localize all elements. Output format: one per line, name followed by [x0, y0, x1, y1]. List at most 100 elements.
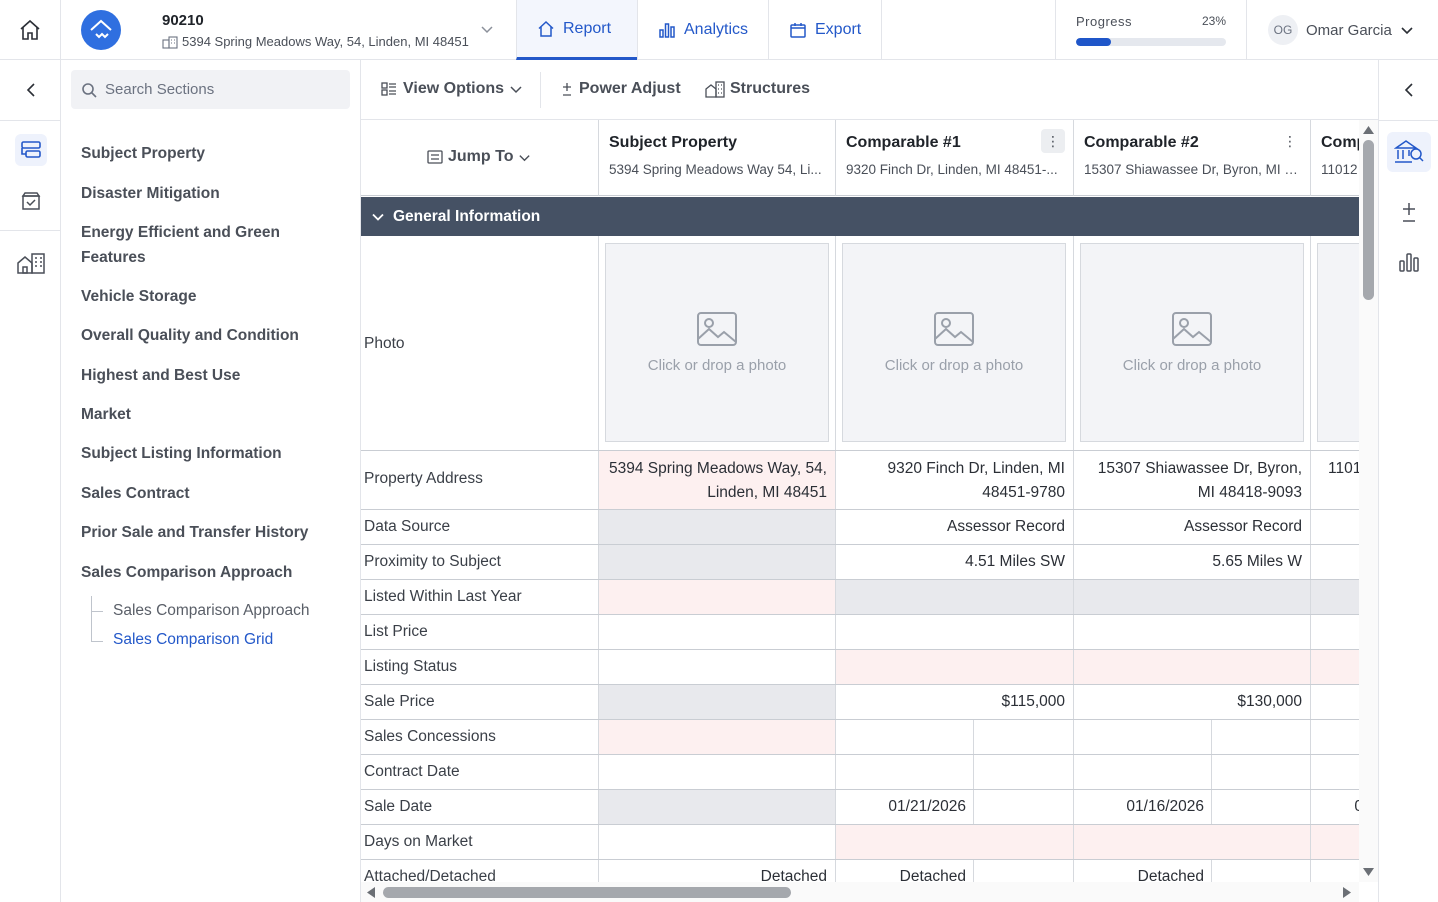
rail-sections-button[interactable] — [15, 134, 47, 166]
rail-analytics-button[interactable] — [1393, 246, 1425, 278]
search-box[interactable] — [71, 70, 350, 109]
tab-report[interactable]: Report — [516, 0, 637, 60]
photo-dropzone[interactable]: Click or drop a photo — [1080, 243, 1304, 442]
collapse-right-button[interactable] — [1393, 74, 1425, 106]
data-cell[interactable]: Detached — [836, 860, 1074, 882]
rail-public-records-button[interactable] — [1387, 132, 1431, 172]
structures-button[interactable]: Structures — [705, 80, 810, 98]
scroll-thumb[interactable] — [1363, 140, 1374, 300]
rail-adjust-button[interactable] — [1393, 196, 1425, 228]
horizontal-scrollbar[interactable] — [361, 882, 1359, 902]
sidebar-item-subject-property[interactable]: Subject Property — [81, 145, 206, 162]
photo-dropzone[interactable] — [1317, 243, 1359, 442]
data-cell[interactable]: 5394 Spring Meadows Way, 54, Linden, MI … — [599, 451, 836, 509]
user-menu[interactable]: OG Omar Garcia — [1268, 15, 1414, 45]
data-cell[interactable]: 0 — [1311, 790, 1359, 824]
data-cell[interactable]: Assessor Record — [836, 510, 1074, 544]
tab-analytics[interactable]: Analytics — [637, 0, 768, 60]
jump-to-button[interactable]: Jump To — [427, 148, 531, 166]
collapse-left-button[interactable] — [15, 74, 47, 106]
data-cell[interactable] — [599, 720, 836, 754]
power-adjust-button[interactable]: Power Adjust — [560, 80, 681, 98]
scroll-up-icon[interactable] — [1363, 126, 1374, 134]
sidebar-item-highest-best-use[interactable]: Highest and Best Use — [81, 367, 241, 384]
data-cell[interactable] — [836, 580, 1074, 614]
bar-chart-icon — [1398, 251, 1420, 273]
home-button[interactable] — [0, 0, 61, 60]
right-rail — [1378, 60, 1438, 902]
data-cell[interactable] — [599, 580, 836, 614]
data-cell[interactable] — [599, 790, 836, 824]
data-cell[interactable]: $130,000 — [1074, 685, 1311, 719]
file-switch-chevron-icon[interactable] — [480, 22, 494, 36]
scroll-thumb[interactable] — [383, 887, 791, 898]
data-cell[interactable]: 5.65 Miles W — [1074, 545, 1311, 579]
adjustment-split — [1074, 860, 1212, 882]
sidebar-item-quality-condition[interactable]: Overall Quality and Condition — [81, 327, 299, 344]
rail-checklist-button[interactable] — [15, 185, 47, 217]
data-cell[interactable] — [1311, 860, 1359, 882]
sidebar-item-disaster-mitigation[interactable]: Disaster Mitigation — [81, 185, 220, 202]
data-cell[interactable]: 9320 Finch Dr, Linden, MI 48451-9780 — [836, 451, 1074, 509]
data-cell[interactable] — [1074, 615, 1311, 649]
data-cell[interactable] — [1311, 755, 1359, 789]
sidebar-item-prior-sale[interactable]: Prior Sale and Transfer History — [81, 524, 309, 541]
photo-dropzone[interactable]: Click or drop a photo — [605, 243, 829, 442]
data-cell[interactable] — [1311, 615, 1359, 649]
data-cell[interactable] — [1311, 685, 1359, 719]
data-cell[interactable] — [599, 615, 836, 649]
data-cell[interactable] — [836, 755, 1074, 789]
sidebar-subitem-sales-comparison-grid[interactable]: Sales Comparison Grid — [113, 631, 274, 648]
data-cell[interactable]: Assessor Record — [1074, 510, 1311, 544]
data-cell[interactable] — [1074, 580, 1311, 614]
sidebar-item-sales-contract[interactable]: Sales Contract — [81, 485, 190, 502]
section-header-general-information[interactable]: General Information — [361, 197, 1359, 236]
search-input[interactable] — [105, 81, 325, 98]
sidebar-item-sales-comparison[interactable]: Sales Comparison Approach — [81, 564, 293, 581]
data-cell[interactable] — [599, 825, 836, 859]
data-cell[interactable] — [1074, 720, 1311, 754]
data-cell[interactable] — [1311, 825, 1359, 859]
data-cell[interactable] — [836, 825, 1074, 859]
data-cell[interactable] — [836, 650, 1074, 684]
scroll-left-icon[interactable] — [367, 887, 375, 898]
data-cell[interactable] — [1311, 545, 1359, 579]
scroll-down-icon[interactable] — [1363, 868, 1374, 876]
data-cell[interactable] — [599, 685, 836, 719]
data-cell[interactable] — [599, 650, 836, 684]
data-cell[interactable] — [1074, 825, 1311, 859]
vertical-scrollbar[interactable] — [1359, 120, 1378, 882]
data-cell[interactable] — [599, 755, 836, 789]
tab-export[interactable]: Export — [768, 0, 882, 60]
data-cell[interactable]: 15307 Shiawassee Dr, Byron, MI 48418-909… — [1074, 451, 1311, 509]
data-cell[interactable]: 4.51 Miles SW — [836, 545, 1074, 579]
data-cell[interactable] — [1311, 720, 1359, 754]
view-options-button[interactable]: View Options — [380, 80, 523, 98]
data-cell[interactable] — [1311, 510, 1359, 544]
row-label: Attached/Detached — [364, 868, 496, 882]
scroll-right-icon[interactable] — [1343, 887, 1351, 898]
data-cell[interactable]: Detached — [599, 860, 836, 882]
data-cell[interactable]: 01/16/2026 — [1074, 790, 1311, 824]
sidebar-item-energy-efficient[interactable]: Energy Efficient and Green Features — [81, 224, 280, 266]
data-cell[interactable] — [1074, 650, 1311, 684]
sidebar-item-subject-listing[interactable]: Subject Listing Information — [81, 445, 282, 462]
data-cell[interactable] — [836, 615, 1074, 649]
data-cell[interactable]: 1101 — [1311, 451, 1359, 509]
more-vertical-icon[interactable]: ⋮ — [1041, 129, 1065, 153]
data-cell[interactable] — [836, 720, 1074, 754]
photo-dropzone[interactable]: Click or drop a photo — [842, 243, 1066, 442]
data-cell[interactable]: 01/21/2026 — [836, 790, 1074, 824]
data-cell[interactable]: Detached — [1074, 860, 1311, 882]
data-cell[interactable]: $115,000 — [836, 685, 1074, 719]
more-vertical-icon[interactable]: ⋮ — [1283, 132, 1297, 149]
data-cell[interactable] — [1311, 650, 1359, 684]
sidebar-subitem-sales-comparison-approach[interactable]: Sales Comparison Approach — [113, 602, 310, 619]
data-cell[interactable] — [1311, 580, 1359, 614]
sidebar-item-market[interactable]: Market — [81, 406, 131, 423]
rail-properties-button[interactable] — [15, 247, 47, 279]
data-cell[interactable] — [599, 510, 836, 544]
sidebar-item-vehicle-storage[interactable]: Vehicle Storage — [81, 288, 197, 305]
data-cell[interactable] — [599, 545, 836, 579]
data-cell[interactable] — [1074, 755, 1311, 789]
